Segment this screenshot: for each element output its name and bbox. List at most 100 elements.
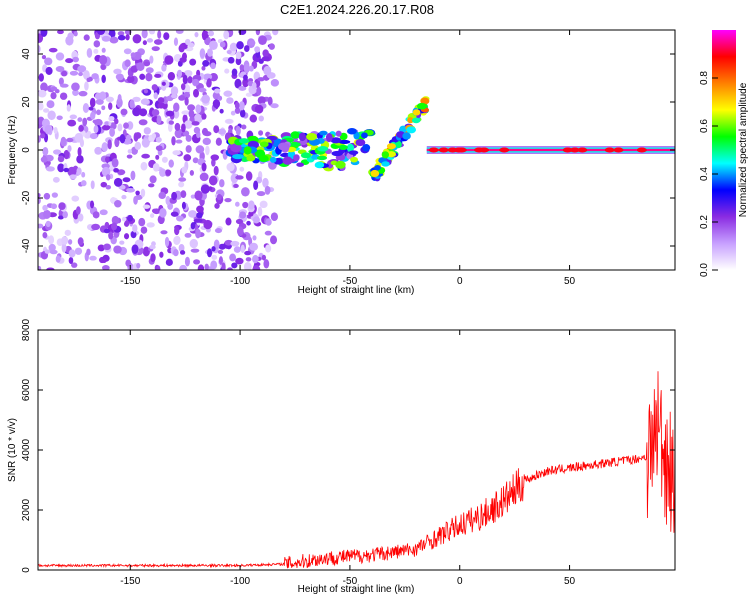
heatmap-cell xyxy=(184,69,193,77)
heatmap-cell xyxy=(170,94,178,99)
heatmap-cell xyxy=(94,92,103,100)
heatmap-cell xyxy=(218,243,226,250)
snr-x-tick-label: -100 xyxy=(230,576,250,587)
heatmap-cell xyxy=(121,216,127,222)
colorbar-title: Normalized spectral amplitude xyxy=(738,82,749,217)
heatmap-panel: -150 -100 -50 0 50 -40 -20 0 20 40 Height of str… xyxy=(7,29,676,296)
heatmap-cell xyxy=(93,40,101,48)
heatmap-cell xyxy=(134,141,142,151)
heatmap-cell xyxy=(569,147,580,153)
heatmap-cell xyxy=(61,70,68,77)
heatmap-cell xyxy=(40,82,48,92)
heatmap-cell xyxy=(69,114,78,120)
heatmap-cell xyxy=(242,201,249,209)
heatmap-cell xyxy=(149,55,154,64)
heatmap-cell xyxy=(269,156,277,163)
heatmap-cell xyxy=(290,131,300,139)
heatmap-cell xyxy=(243,74,248,81)
heatmap-cell xyxy=(235,257,244,265)
heatmap-cell xyxy=(140,161,148,171)
heatmap-cell xyxy=(636,147,647,153)
heatmap-cell xyxy=(123,122,129,129)
heatmap-cell xyxy=(238,101,245,111)
heatmap-cell xyxy=(103,228,111,234)
heatmap-cell xyxy=(181,166,188,174)
heatmap-cell xyxy=(247,80,254,87)
heatmap-cell xyxy=(121,194,127,200)
heatmap-cell xyxy=(101,258,107,264)
heatmap-cell xyxy=(252,216,260,224)
heatmap-cell xyxy=(381,161,390,167)
heatmap-cell xyxy=(208,175,218,186)
heatmap-cell xyxy=(109,127,116,137)
heatmap-cell xyxy=(252,265,261,270)
heatmap-y-tick-label: -20 xyxy=(21,190,32,205)
heatmap-cell xyxy=(38,265,42,270)
heatmap-cell xyxy=(314,161,325,169)
heatmap-cell xyxy=(234,107,241,114)
heatmap-cell xyxy=(61,236,69,245)
heatmap-line-core xyxy=(426,148,675,152)
heatmap-cell xyxy=(48,47,58,53)
heatmap-cell xyxy=(374,164,381,171)
heatmap-cell xyxy=(155,145,163,151)
heatmap-cell xyxy=(126,154,133,159)
heatmap-cell xyxy=(113,168,119,173)
heatmap-cell xyxy=(219,179,225,188)
heatmap-cell xyxy=(97,244,105,252)
heatmap-cell xyxy=(263,65,272,76)
heatmap-cell xyxy=(180,190,187,198)
heatmap-cell xyxy=(190,248,200,253)
heatmap-cell xyxy=(199,48,206,59)
heatmap-cell xyxy=(80,180,87,187)
heatmap-cell xyxy=(140,188,146,198)
heatmap-cell xyxy=(298,132,306,142)
heatmap-cell xyxy=(168,120,175,125)
heatmap-cell xyxy=(115,73,124,81)
heatmap-cell xyxy=(604,147,615,153)
heatmap-cell xyxy=(91,223,101,231)
heatmap-cell xyxy=(78,90,88,97)
heatmap-cell xyxy=(291,142,301,147)
colorbar-tick-label: 0.4 xyxy=(699,167,710,181)
heatmap-cell xyxy=(214,228,223,234)
heatmap-cell xyxy=(258,130,264,136)
heatmap-cell xyxy=(237,226,244,237)
heatmap-cell xyxy=(177,69,183,78)
heatmap-cell xyxy=(151,109,160,117)
heatmap-x-axis-title: Height of straight line (km) xyxy=(298,285,415,296)
heatmap-cell xyxy=(154,73,162,78)
heatmap-cell xyxy=(241,124,247,130)
heatmap-cell xyxy=(126,188,135,193)
heatmap-cell xyxy=(38,102,44,111)
heatmap-cell xyxy=(178,181,185,188)
heatmap-cell xyxy=(202,60,210,67)
heatmap-cell xyxy=(148,183,155,188)
heatmap-cell xyxy=(140,226,148,234)
heatmap-cell xyxy=(46,267,55,270)
heatmap-cell xyxy=(370,169,380,178)
heatmap-cell xyxy=(213,125,220,134)
heatmap-cell xyxy=(256,191,266,197)
heatmap-cell xyxy=(126,121,134,130)
heatmap-cell xyxy=(40,156,48,163)
heatmap-cell xyxy=(63,167,70,173)
heatmap-cell xyxy=(71,262,78,268)
heatmap-cell xyxy=(83,34,90,41)
heatmap-cell xyxy=(140,98,150,106)
heatmap-cell xyxy=(181,110,191,115)
heatmap-cell xyxy=(113,68,122,75)
heatmap-cell xyxy=(221,262,226,270)
heatmap-cell xyxy=(68,239,73,245)
heatmap-cell xyxy=(265,244,272,253)
heatmap-cell xyxy=(90,180,95,190)
heatmap-cell xyxy=(146,222,155,228)
heatmap-cell xyxy=(165,110,175,117)
heatmap-cell xyxy=(251,82,257,90)
colorbar-tick-label: 0.8 xyxy=(699,71,710,85)
heatmap-cell xyxy=(316,155,328,161)
heatmap-cell xyxy=(211,246,216,252)
heatmap-cell xyxy=(399,125,407,133)
heatmap-cell xyxy=(178,243,185,253)
heatmap-cell xyxy=(48,235,55,245)
